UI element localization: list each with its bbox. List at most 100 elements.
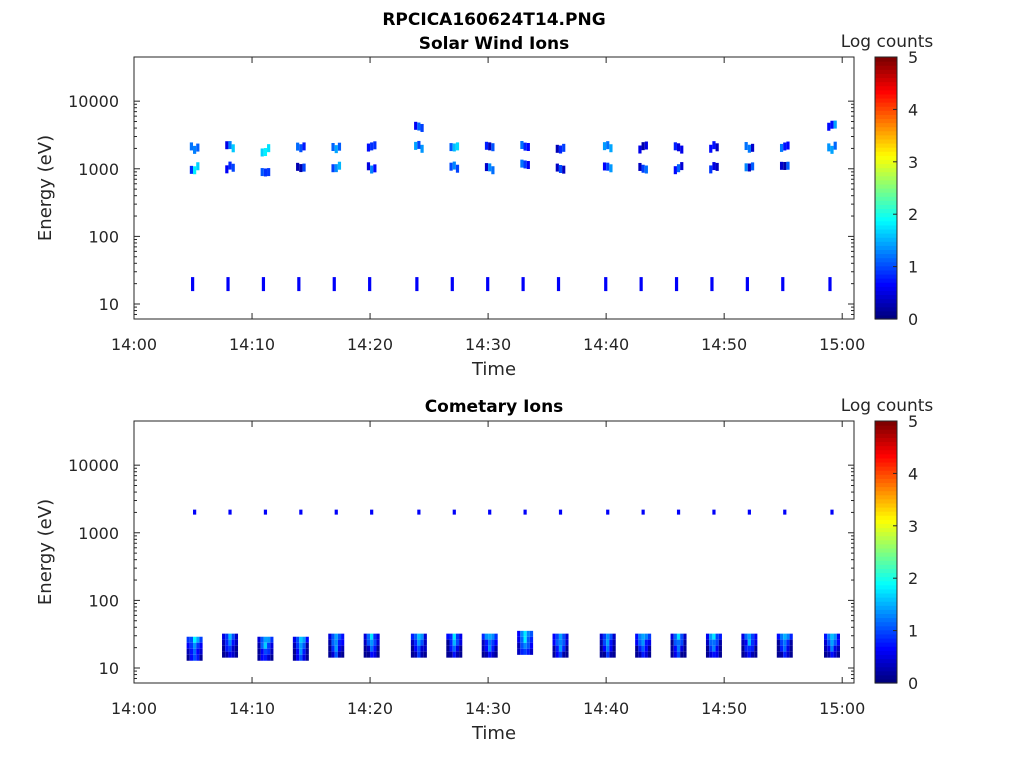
heatmap-cell bbox=[609, 164, 613, 173]
heatmap-cell bbox=[827, 633, 831, 640]
heatmap-cell bbox=[529, 630, 534, 637]
colorbar-step bbox=[875, 466, 897, 471]
x-tick-label: 14:20 bbox=[347, 335, 393, 354]
colorbar-step bbox=[875, 89, 897, 95]
heatmap-cell bbox=[226, 277, 230, 292]
heatmap-cell bbox=[446, 645, 450, 652]
heatmap-cell bbox=[647, 645, 652, 652]
heatmap-cell bbox=[718, 645, 722, 652]
heatmap-cell bbox=[641, 633, 645, 640]
colorbar-step bbox=[875, 474, 897, 479]
heatmap-cell bbox=[193, 654, 197, 661]
heatmap-cell bbox=[517, 630, 521, 637]
y-tick-label: 1000 bbox=[78, 524, 119, 543]
heatmap-cell bbox=[526, 161, 530, 170]
heatmap-cell bbox=[373, 645, 377, 652]
x-tick-label: 14:00 bbox=[111, 699, 157, 718]
x-axis-label: Time bbox=[471, 359, 516, 380]
heatmap-cell bbox=[565, 633, 569, 640]
heatmap-cell bbox=[599, 645, 603, 652]
heatmap-cell bbox=[599, 651, 603, 658]
colorbar-step bbox=[875, 568, 897, 574]
heatmap-cell bbox=[417, 651, 421, 658]
colorbar-step bbox=[875, 592, 897, 598]
colorbar-step bbox=[875, 196, 897, 201]
heatmap-cell bbox=[836, 633, 840, 640]
colorbar-step bbox=[875, 134, 897, 140]
heatmap-cell bbox=[414, 639, 418, 646]
heatmap-cell bbox=[830, 509, 834, 515]
heatmap-cell bbox=[373, 633, 377, 640]
heatmap-cell bbox=[331, 639, 335, 646]
heatmap-cell bbox=[257, 636, 261, 643]
heatmap-cell bbox=[449, 633, 453, 640]
heatmap-cell bbox=[830, 633, 834, 640]
heatmap-cell bbox=[231, 645, 235, 652]
heatmap-cell bbox=[452, 651, 456, 658]
heatmap-cell bbox=[676, 509, 681, 515]
heatmap-cell bbox=[302, 648, 306, 655]
heatmap-cell bbox=[683, 633, 687, 640]
heatmap-cell bbox=[363, 633, 367, 640]
heatmap-cell bbox=[370, 142, 374, 151]
heatmap-cell bbox=[555, 639, 559, 646]
x-tick-label: 14:30 bbox=[465, 699, 511, 718]
colorbar-step bbox=[875, 637, 897, 643]
colorbar-step bbox=[875, 93, 897, 99]
plot-frame bbox=[133, 420, 855, 684]
heatmap-cell bbox=[267, 654, 271, 661]
heatmap-cell bbox=[452, 509, 456, 515]
heatmap-cell bbox=[635, 645, 639, 652]
heatmap-cell bbox=[296, 654, 300, 661]
heatmap-cell bbox=[225, 633, 229, 640]
heatmap-cell bbox=[449, 143, 453, 152]
heatmap-cell bbox=[599, 639, 603, 646]
x-tick-label: 14:50 bbox=[701, 699, 747, 718]
colorbar-step bbox=[875, 421, 897, 426]
colorbar-step bbox=[875, 642, 897, 647]
colorbar-step bbox=[875, 114, 897, 120]
heatmap-cell bbox=[263, 654, 268, 661]
heatmap-cell bbox=[366, 639, 371, 646]
colorbar-step bbox=[875, 306, 897, 312]
heatmap-cell bbox=[225, 165, 229, 174]
colorbar-step bbox=[875, 179, 897, 185]
heatmap-cell bbox=[222, 639, 226, 646]
heatmap-cell bbox=[705, 651, 710, 658]
heatmap-cell bbox=[189, 648, 194, 655]
heatmap-cell bbox=[488, 651, 492, 658]
heatmap-cell bbox=[823, 645, 828, 652]
x-tick-label: 14:30 bbox=[465, 335, 511, 354]
y-tick-label: 10 bbox=[99, 295, 119, 314]
heatmap-cell bbox=[558, 145, 563, 154]
heatmap-cell bbox=[786, 633, 790, 640]
colorbar-step bbox=[875, 662, 897, 668]
heatmap-cell bbox=[189, 142, 194, 151]
heatmap-cell bbox=[712, 639, 716, 646]
heatmap-cell bbox=[786, 639, 790, 646]
heatmap-cell bbox=[606, 141, 610, 150]
heatmap-cell bbox=[368, 277, 372, 292]
heatmap-cell bbox=[328, 651, 332, 658]
heatmap-cell bbox=[196, 642, 200, 649]
heatmap-cell bbox=[823, 651, 828, 658]
heatmap-cell bbox=[604, 277, 608, 292]
colorbar-tick-label: 4 bbox=[908, 100, 918, 119]
heatmap-cell bbox=[455, 164, 460, 173]
heatmap-cell bbox=[602, 142, 607, 151]
colorbar-step bbox=[875, 539, 897, 545]
heatmap-cell bbox=[754, 651, 758, 658]
colorbar-step bbox=[875, 609, 897, 615]
heatmap-cell bbox=[750, 639, 755, 646]
heatmap-cell bbox=[745, 277, 749, 292]
heatmap-cell bbox=[705, 633, 710, 640]
heatmap-cell bbox=[783, 161, 787, 170]
heatmap-cell bbox=[523, 160, 527, 169]
heatmap-cell bbox=[718, 651, 722, 658]
heatmap-cell bbox=[741, 633, 745, 640]
heatmap-cell bbox=[452, 143, 456, 152]
heatmap-cell bbox=[373, 651, 377, 658]
colorbar-step bbox=[875, 441, 897, 447]
heatmap-cell bbox=[779, 645, 784, 652]
heatmap-cell bbox=[373, 141, 377, 150]
